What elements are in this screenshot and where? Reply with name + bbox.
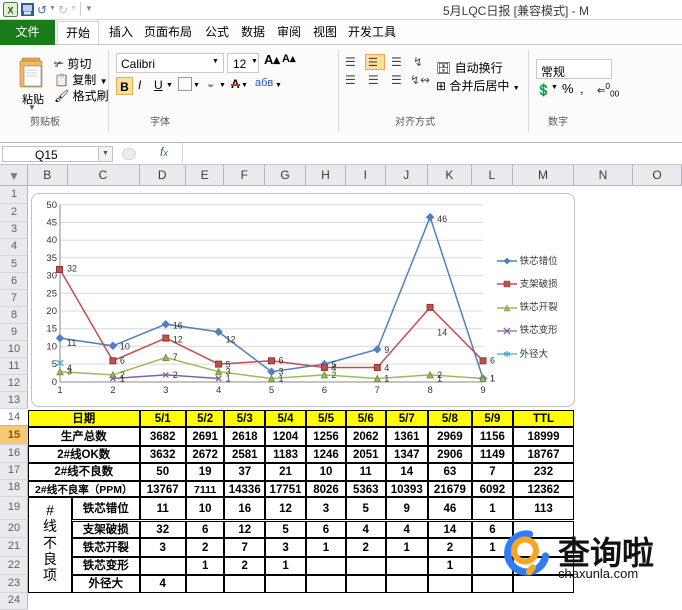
svg-text:20: 20	[46, 306, 57, 317]
svg-text:1: 1	[490, 373, 495, 383]
svg-text:11: 11	[67, 338, 76, 348]
svg-text:1: 1	[279, 373, 284, 383]
svg-text:1: 1	[384, 373, 389, 383]
svg-text:5: 5	[52, 359, 57, 370]
svg-text:3: 3	[163, 385, 168, 396]
svg-text:50: 50	[46, 199, 57, 210]
svg-text:30: 30	[46, 270, 57, 281]
svg-text:0: 0	[52, 377, 57, 388]
svg-text:8: 8	[427, 385, 432, 396]
svg-text:5: 5	[269, 385, 274, 396]
svg-text:9: 9	[384, 345, 389, 355]
svg-text:10: 10	[46, 341, 57, 352]
svg-text:35: 35	[46, 252, 57, 263]
svg-text:2: 2	[331, 369, 336, 379]
svg-text:46: 46	[437, 214, 447, 224]
svg-text:12: 12	[226, 334, 236, 344]
svg-text:4: 4	[216, 385, 221, 396]
svg-text:1: 1	[437, 373, 442, 383]
svg-text:45: 45	[46, 217, 57, 228]
svg-text:chaxunla.com: chaxunla.com	[558, 566, 638, 581]
svg-text:6: 6	[120, 355, 125, 365]
svg-text:15: 15	[46, 323, 57, 334]
svg-text:6: 6	[490, 355, 495, 365]
svg-text:1: 1	[57, 385, 62, 396]
svg-text:4: 4	[67, 362, 72, 372]
svg-text:16: 16	[173, 320, 183, 330]
svg-text:9: 9	[480, 385, 485, 396]
svg-text:1: 1	[226, 373, 231, 383]
svg-text:X: X	[7, 6, 13, 16]
svg-text:40: 40	[46, 235, 57, 246]
svg-text:7: 7	[173, 352, 178, 362]
svg-text:6: 6	[322, 385, 327, 396]
svg-text:4: 4	[384, 362, 389, 372]
svg-text:2: 2	[173, 369, 178, 379]
svg-text:2: 2	[110, 385, 115, 396]
svg-text:25: 25	[46, 288, 57, 299]
svg-text:1: 1	[120, 373, 125, 383]
svg-text:12: 12	[173, 334, 183, 344]
svg-text:32: 32	[67, 263, 77, 273]
svg-text:7: 7	[375, 385, 380, 396]
svg-text:10: 10	[120, 341, 130, 351]
svg-text:6: 6	[279, 355, 284, 365]
svg-text:14: 14	[437, 327, 447, 337]
